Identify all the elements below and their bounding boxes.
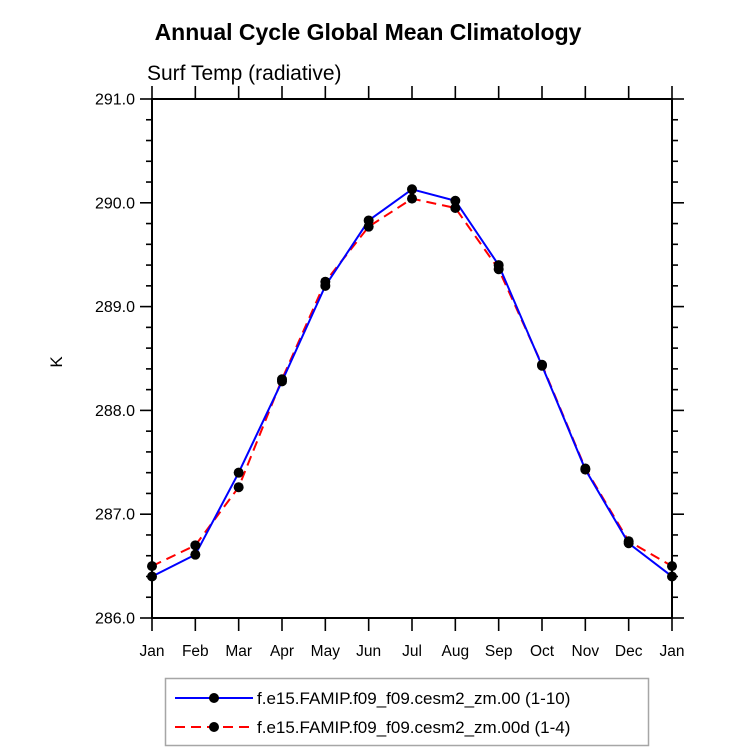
chart-subtitle: Surf Temp (radiative) <box>147 62 342 85</box>
x-tick-label: Oct <box>530 643 555 660</box>
x-tick-label: Mar <box>225 643 252 660</box>
axes: 286.0 287.0 288.0 289.0 290.0 291.0 Jan Feb Mar A… <box>95 86 685 660</box>
x-tick-label: May <box>311 643 341 660</box>
data-point-marker <box>363 221 374 232</box>
y-tick-label: 291.0 <box>95 92 135 109</box>
y-tick-label: 289.0 <box>95 299 135 316</box>
data-point-marker <box>277 374 287 385</box>
data-point-marker <box>623 536 634 547</box>
data-point-marker <box>407 184 417 195</box>
series-line-solid <box>151 188 673 578</box>
x-tick-label: Feb <box>182 643 209 660</box>
x-tick-label: Jan <box>660 643 685 660</box>
data-point-marker <box>190 540 201 551</box>
legend-entry-series-0: f.e15.FAMIP.f09_f09.cesm2_zm.00 (1-10) <box>175 689 570 708</box>
data-point-marker <box>667 561 677 572</box>
x-tick-label: Nov <box>572 643 600 660</box>
data-point-marker <box>147 571 157 582</box>
y-tick-label: 286.0 <box>95 611 135 628</box>
legend-entry-series-1: f.e15.FAMIP.f09_f09.cesm2_zm.00d (1-4) <box>175 718 570 737</box>
data-point-marker <box>580 463 591 474</box>
legend-marker-dot <box>209 722 219 732</box>
data-series <box>147 184 677 582</box>
y-tick-label: 287.0 <box>95 507 135 524</box>
x-tick-label: Aug <box>442 643 470 660</box>
data-point-marker <box>537 359 547 370</box>
legend: f.e15.FAMIP.f09_f09.cesm2_zm.00 (1-10) f… <box>164 677 650 747</box>
legend-box <box>164 677 650 747</box>
x-tick-label: Sep <box>485 643 513 660</box>
x-tick-label: Dec <box>615 643 643 660</box>
x-tick-label: Apr <box>270 643 294 660</box>
data-point-marker <box>190 549 201 560</box>
chart-title: Annual Cycle Global Mean Climatology <box>155 19 582 45</box>
data-point-marker <box>407 193 417 204</box>
x-tick-label: Jan <box>140 643 165 660</box>
y-tick-label: 290.0 <box>95 195 135 212</box>
legend-marker-dot <box>209 693 219 703</box>
legend-label: f.e15.FAMIP.f09_f09.cesm2_zm.00 (1-10) <box>257 689 570 708</box>
data-point-marker <box>667 571 677 582</box>
plot-frame <box>151 98 673 619</box>
y-axis-label: K <box>47 356 66 368</box>
x-tick-label: Jul <box>402 643 422 660</box>
x-tick-label: Jun <box>356 643 381 660</box>
data-point-marker <box>233 482 244 493</box>
y-tick-label: 288.0 <box>95 403 135 420</box>
data-point-marker <box>147 561 157 572</box>
data-point-marker <box>320 276 331 287</box>
data-point-marker <box>493 264 504 275</box>
data-point-marker <box>233 467 244 478</box>
legend-label: f.e15.FAMIP.f09_f09.cesm2_zm.00d (1-4) <box>257 718 570 737</box>
data-point-marker <box>450 195 461 206</box>
data-point-marker <box>450 202 461 213</box>
series-line-dashed <box>151 197 673 568</box>
